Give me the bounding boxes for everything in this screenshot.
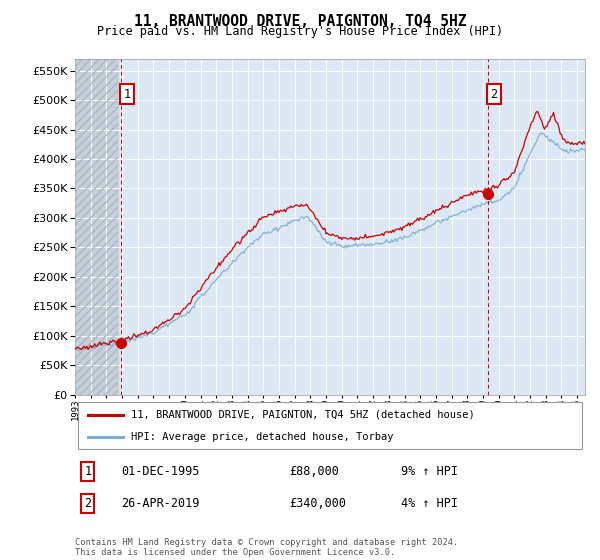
- Text: 1: 1: [123, 88, 130, 101]
- Text: 01-DEC-1995: 01-DEC-1995: [121, 465, 199, 478]
- Text: £88,000: £88,000: [289, 465, 339, 478]
- Text: 1: 1: [84, 465, 91, 478]
- Text: 26-APR-2019: 26-APR-2019: [121, 497, 199, 510]
- Text: Contains HM Land Registry data © Crown copyright and database right 2024.
This d: Contains HM Land Registry data © Crown c…: [75, 538, 458, 557]
- Text: HPI: Average price, detached house, Torbay: HPI: Average price, detached house, Torb…: [131, 432, 394, 442]
- Text: 4% ↑ HPI: 4% ↑ HPI: [401, 497, 458, 510]
- Text: 9% ↑ HPI: 9% ↑ HPI: [401, 465, 458, 478]
- Text: Price paid vs. HM Land Registry's House Price Index (HPI): Price paid vs. HM Land Registry's House …: [97, 25, 503, 38]
- Bar: [75, 59, 118, 395]
- Bar: [75, 59, 118, 395]
- Text: 2: 2: [84, 497, 91, 510]
- Text: 11, BRANTWOOD DRIVE, PAIGNTON, TQ4 5HZ: 11, BRANTWOOD DRIVE, PAIGNTON, TQ4 5HZ: [134, 14, 466, 29]
- Text: 2: 2: [491, 88, 497, 101]
- Text: £340,000: £340,000: [289, 497, 346, 510]
- FancyBboxPatch shape: [77, 403, 583, 449]
- Text: 11, BRANTWOOD DRIVE, PAIGNTON, TQ4 5HZ (detached house): 11, BRANTWOOD DRIVE, PAIGNTON, TQ4 5HZ (…: [131, 409, 475, 419]
